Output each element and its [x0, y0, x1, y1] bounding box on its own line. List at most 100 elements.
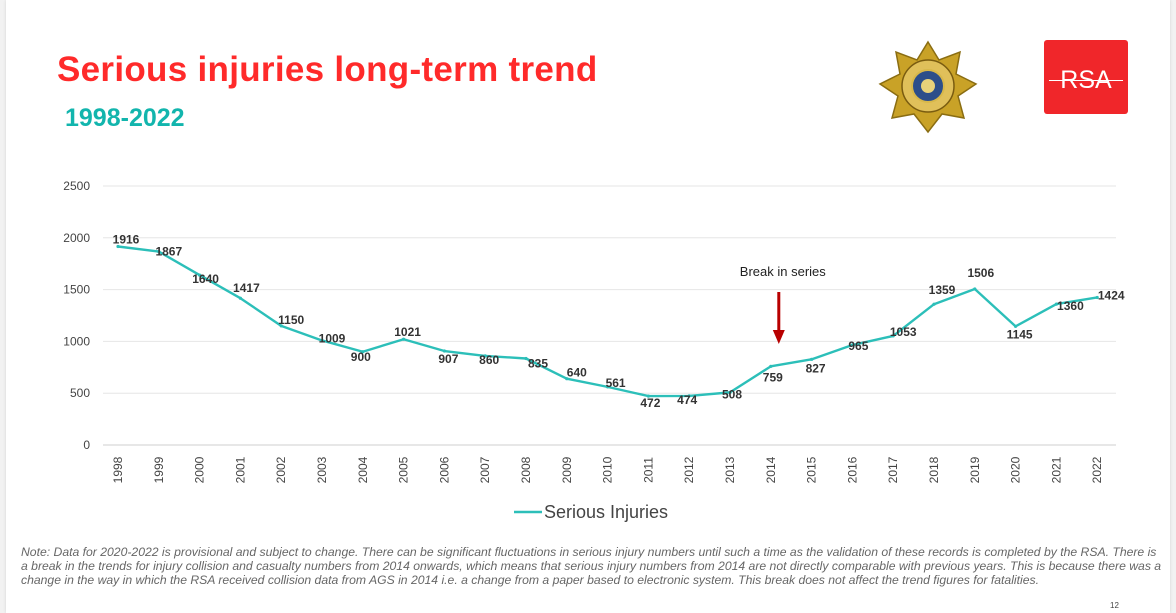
- footnote: Note: Data for 2020-2022 is provisional …: [21, 545, 1162, 587]
- legend: Serious Injuries: [514, 502, 668, 522]
- data-label: 1867: [155, 245, 182, 259]
- legend-label: Serious Injuries: [544, 502, 668, 522]
- data-label: 1009: [319, 331, 346, 345]
- slide-title: Serious injuries long-term trend: [57, 50, 598, 89]
- data-point: [1014, 324, 1018, 328]
- serious-injuries-line-chart: 0 500 1000 1500 2000 2500 1998 1999 2000 2001 200…: [63, 179, 1125, 522]
- data-point: [402, 337, 406, 341]
- data-point: [810, 357, 814, 361]
- data-label: 1150: [278, 313, 304, 327]
- data-labels: 1916 1867 1640 1417 1150 1009 900 1021 907 860 835…: [113, 233, 1125, 411]
- data-label: 1417: [233, 281, 260, 295]
- data-label: 965: [848, 339, 868, 353]
- x-tick-label: 2018: [927, 456, 941, 483]
- data-label: 1145: [1007, 327, 1033, 341]
- x-tick-label: 2017: [886, 456, 900, 483]
- x-tick-label: 2005: [397, 456, 411, 483]
- data-point: [932, 302, 936, 306]
- data-label: 827: [806, 361, 826, 375]
- x-tick-label: 2008: [519, 456, 533, 483]
- annotation-label: Break in series: [740, 264, 826, 279]
- x-tick-label: 2012: [682, 456, 696, 483]
- data-point: [891, 334, 895, 338]
- data-label: 860: [479, 353, 499, 367]
- data-label: 1360: [1057, 299, 1084, 313]
- data-point: [606, 385, 610, 389]
- break-annotation: Break in series: [740, 264, 826, 344]
- data-label: 907: [438, 352, 458, 366]
- data-point: [973, 287, 977, 291]
- data-label: 900: [351, 350, 371, 364]
- data-point: [524, 356, 528, 361]
- page-number: 12: [1110, 601, 1119, 610]
- x-tick-label: 2007: [478, 456, 492, 483]
- data-point: [646, 394, 651, 398]
- y-tick-label: 1000: [63, 334, 90, 348]
- garda-badge-icon: [878, 40, 978, 134]
- data-point: [320, 338, 324, 343]
- x-tick-label: 2022: [1090, 456, 1104, 483]
- y-tick-label: 0: [83, 438, 90, 452]
- data-label: 1053: [890, 325, 917, 339]
- data-point: [483, 354, 487, 358]
- y-tick-label: 500: [70, 386, 90, 400]
- slide-subtitle: 1998-2022: [65, 104, 185, 132]
- data-label: 1424: [1098, 288, 1125, 302]
- slide: Serious injuries long-term trend 1998-20…: [6, 0, 1170, 613]
- x-tick-label: 2020: [1009, 456, 1023, 483]
- series-serious-injuries: [116, 244, 1099, 398]
- y-tick-label: 2500: [63, 179, 90, 193]
- data-label: 561: [606, 376, 626, 390]
- data-point: [565, 377, 569, 381]
- data-point: [279, 324, 283, 328]
- x-tick-label: 2014: [764, 456, 778, 483]
- data-label: 1916: [113, 233, 140, 247]
- data-label: 759: [763, 370, 783, 384]
- x-tick-label: 1998: [111, 456, 125, 483]
- x-tick-label: 2016: [845, 456, 859, 483]
- x-tick-label: 2006: [437, 456, 451, 483]
- x-tick-label: 2000: [193, 456, 207, 483]
- data-point: [1095, 295, 1099, 300]
- data-point: [769, 364, 773, 368]
- data-point: [116, 244, 120, 249]
- data-label: 640: [567, 366, 587, 380]
- series-line: [116, 245, 1099, 398]
- y-tick-label: 1500: [63, 283, 90, 297]
- data-point: [157, 249, 161, 254]
- rsa-logo: RSA: [1044, 40, 1128, 114]
- data-point: [198, 273, 202, 277]
- x-tick-label: 2021: [1049, 456, 1063, 483]
- data-label: 835: [528, 356, 548, 370]
- x-tick-label: 2001: [233, 456, 247, 483]
- grid-lines: [103, 185, 1116, 446]
- y-axis-ticks: 0 500 1000 1500 2000 2500: [63, 179, 90, 452]
- x-tick-label: 2002: [274, 456, 288, 483]
- data-point: [361, 350, 365, 354]
- data-label: 1640: [192, 272, 219, 286]
- x-tick-label: 1999: [152, 456, 166, 483]
- data-point: [728, 390, 732, 394]
- x-tick-label: 2004: [356, 456, 370, 483]
- y-tick-label: 2000: [63, 231, 90, 245]
- data-label: 1506: [967, 266, 994, 280]
- data-point: [238, 296, 242, 300]
- data-label: 1359: [929, 283, 956, 297]
- annotation-arrow-head-icon: [772, 330, 785, 344]
- data-label: 1021: [394, 325, 421, 339]
- rsa-logo-rule: [1049, 80, 1123, 81]
- data-point: [442, 349, 446, 353]
- data-point: [687, 394, 691, 398]
- x-tick-label: 2010: [601, 456, 615, 483]
- x-tick-label: 2019: [968, 456, 982, 483]
- x-tick-label: 2013: [723, 456, 737, 483]
- x-tick-label: 2003: [315, 456, 329, 483]
- x-axis-ticks: 1998 1999 2000 2001 2002 2003 2004 2005 2006 2007…: [111, 456, 1104, 483]
- x-tick-label: 2015: [805, 456, 819, 483]
- data-label: 508: [722, 387, 742, 401]
- data-label: 472: [640, 396, 660, 410]
- data-point: [1054, 302, 1058, 306]
- x-tick-label: 2011: [641, 457, 655, 483]
- x-tick-label: 2009: [560, 456, 574, 483]
- data-point: [850, 343, 855, 347]
